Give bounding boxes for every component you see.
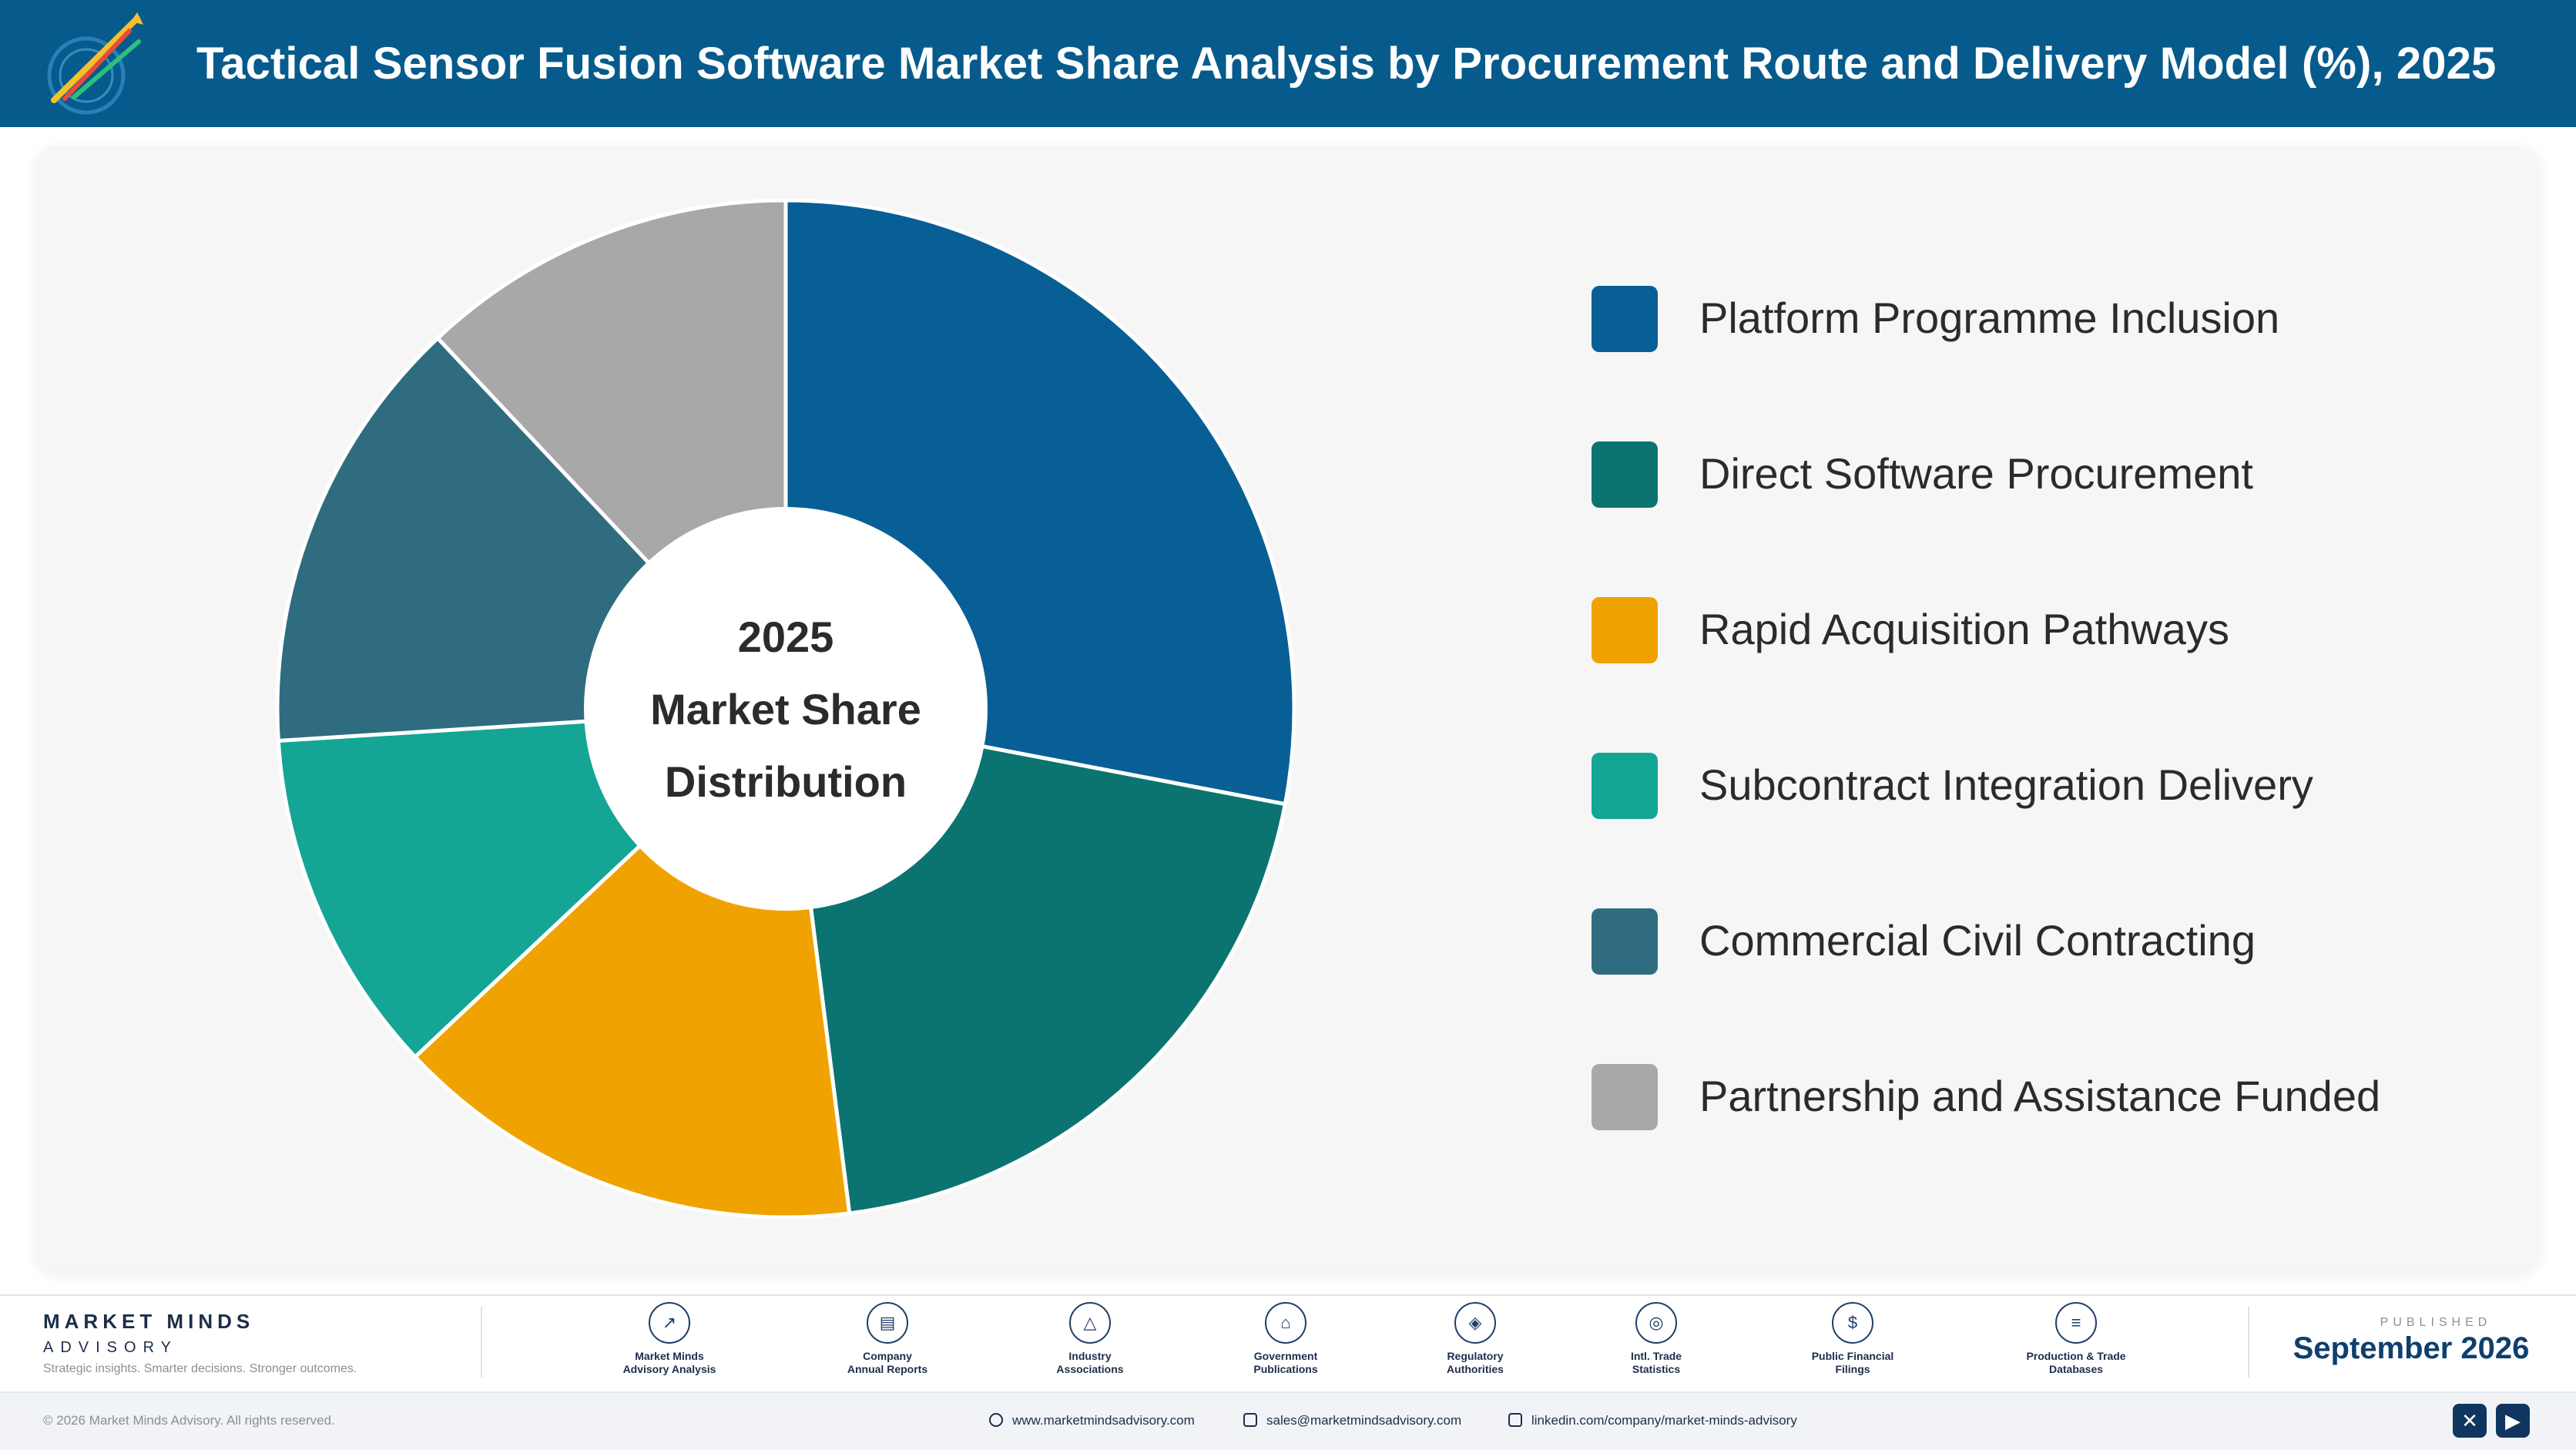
donut-chart: 2025 Market Share Distribution: [275, 198, 1296, 1220]
legend-item: Rapid Acquisition Pathways: [1592, 595, 2516, 664]
legend-swatch: [1592, 908, 1658, 975]
legend-label: Rapid Acquisition Pathways: [1699, 605, 2229, 653]
linkedin-link[interactable]: linkedin.com/company/market-minds-adviso…: [1508, 1413, 1797, 1428]
source-label: Intl. Trade Statistics: [1630, 1350, 1682, 1375]
email-link[interactable]: sales@marketmindsadvisory.com: [1243, 1413, 1461, 1428]
page-title: Tactical Sensor Fusion Software Market S…: [196, 39, 2497, 89]
legend-swatch: [1592, 597, 1658, 663]
email-text: sales@marketmindsadvisory.com: [1266, 1413, 1462, 1428]
website-link[interactable]: www.marketmindsadvisory.com: [989, 1413, 1195, 1428]
legend-label: Subcontract Integration Delivery: [1699, 760, 2313, 809]
dollar-icon: $: [1832, 1302, 1873, 1344]
youtube-social-icon[interactable]: ▶: [2496, 1404, 2530, 1438]
globe-icon: [989, 1413, 1003, 1427]
x-social-icon[interactable]: ✕: [2453, 1404, 2487, 1438]
source-item: ◎ Intl. Trade Statistics: [1568, 1302, 1745, 1387]
linkedin-icon: [1508, 1413, 1522, 1427]
footer-divider: [481, 1307, 482, 1378]
legend-swatch: [1592, 1064, 1658, 1130]
source-item: ≡ Production & Trade Databases: [1987, 1302, 2165, 1387]
globe-icon: ◎: [1635, 1302, 1677, 1344]
website-text: www.marketmindsadvisory.com: [1012, 1413, 1195, 1428]
legend-label: Platform Programme Inclusion: [1699, 294, 2280, 342]
database-icon: ≡: [2055, 1302, 2097, 1344]
legend-swatch: [1592, 286, 1658, 352]
document-icon: ▤: [867, 1302, 908, 1344]
footer-bottom-bar: [0, 1391, 2576, 1450]
source-label: Production & Trade Databases: [2026, 1350, 2126, 1375]
published-label: PUBLISHED: [2380, 1316, 2492, 1329]
center-label-line2: Market Share: [650, 685, 921, 733]
legend-item: Direct Software Procurement: [1592, 439, 2516, 509]
source-item: ▤ Company Annual Reports: [799, 1302, 976, 1387]
source-label: Market Minds Advisory Analysis: [622, 1350, 716, 1375]
source-item: $ Public Financial Filings: [1764, 1302, 1941, 1387]
company-logo-icon: [47, 12, 143, 115]
center-label-year: 2025: [738, 613, 834, 661]
legend-item: Subcontract Integration Delivery: [1592, 750, 2516, 820]
brand-tagline: Strategic insights. Smarter decisions. S…: [43, 1362, 357, 1375]
source-label: Government Publications: [1253, 1350, 1318, 1375]
source-label: Regulatory Authorities: [1447, 1350, 1504, 1375]
legend-label: Partnership and Assistance Funded: [1699, 1072, 2381, 1120]
brand-name: MARKET MINDS: [43, 1310, 255, 1333]
mail-icon: [1243, 1413, 1257, 1427]
source-item: ↗ Market Minds Advisory Analysis: [581, 1302, 758, 1387]
footer-divider: [2248, 1307, 2249, 1378]
chart-card: 2025 Market Share Distribution Platform …: [35, 146, 2539, 1271]
source-item: ⌂ Government Publications: [1197, 1302, 1374, 1387]
shield-icon: ◈: [1454, 1302, 1496, 1344]
source-label: Company Annual Reports: [847, 1350, 928, 1375]
network-icon: △: [1069, 1302, 1111, 1344]
published-date: September 2026: [2293, 1331, 2530, 1365]
legend-item: Commercial Civil Contracting: [1592, 906, 2516, 975]
brand-subtitle: ADVISORY: [43, 1339, 178, 1356]
legend-item: Platform Programme Inclusion: [1592, 284, 2516, 353]
source-item: △ Industry Associations: [1001, 1302, 1179, 1387]
center-label-line3: Distribution: [665, 757, 907, 806]
legend-label: Direct Software Procurement: [1699, 449, 2253, 498]
header-bar: Tactical Sensor Fusion Software Market S…: [0, 0, 2576, 127]
source-label: Public Financial Filings: [1811, 1350, 1894, 1375]
government-icon: ⌂: [1265, 1302, 1306, 1344]
source-label: Industry Associations: [1056, 1350, 1124, 1375]
trend-icon: ↗: [649, 1302, 690, 1344]
legend-swatch: [1592, 441, 1658, 508]
donut-hole: [584, 507, 988, 911]
legend-swatch: [1592, 753, 1658, 819]
linkedin-text: linkedin.com/company/market-minds-adviso…: [1531, 1413, 1797, 1428]
legend-item: Partnership and Assistance Funded: [1592, 1062, 2516, 1131]
copyright-text: © 2026 Market Minds Advisory. All rights…: [43, 1413, 335, 1428]
legend-label: Commercial Civil Contracting: [1699, 916, 2256, 965]
source-item: ◈ Regulatory Authorities: [1387, 1302, 1564, 1387]
